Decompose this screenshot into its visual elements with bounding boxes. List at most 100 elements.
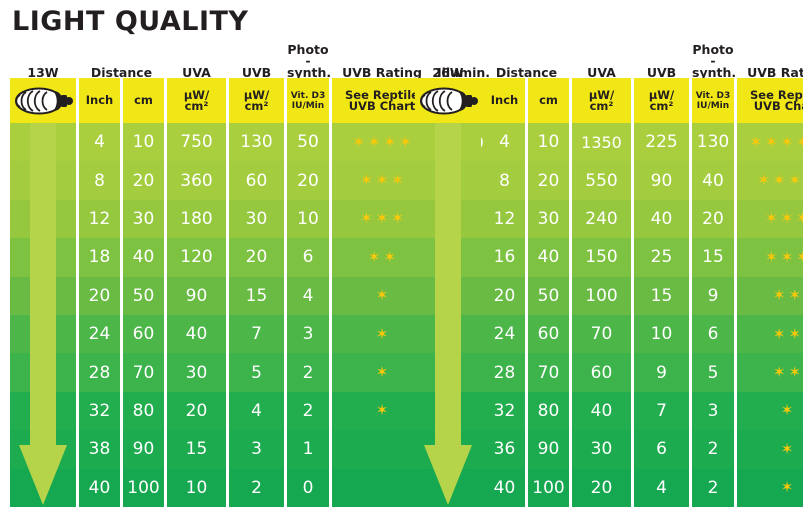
unit-line1: cm [134, 93, 153, 107]
column-uva: 1350 550 240 150 100 70 60 40 30 20 [572, 123, 631, 507]
table-cell-cm: 50 [123, 276, 164, 315]
header-uvb-rating: UVB Rating [737, 66, 803, 79]
unit-line1: µW/ [588, 87, 615, 102]
bulb-cell [415, 78, 481, 123]
header-line1: Photo [692, 41, 734, 57]
table-cell-uvb-rating: ✶✶✶✶✶ [737, 123, 803, 162]
table-cell-uvb: 2 [229, 468, 284, 507]
star-icon: ✶ [780, 247, 794, 266]
unit-line1: Inch [85, 93, 114, 107]
uvb-rating-stars: ✶ ✶ ✶ [360, 173, 404, 188]
column-inch: 4 8 12 18 20 24 28 32 38 40 [79, 123, 120, 507]
star-icon: ✶ [391, 171, 404, 190]
table-cell-uvb: 60 [229, 161, 284, 200]
table-cell-inch: 24 [484, 314, 525, 354]
header-wattage: 26W [415, 66, 481, 79]
star-icon: ✶ [375, 363, 389, 382]
header-line1: Distance [90, 64, 153, 80]
table-cell-cm: 60 [528, 314, 569, 354]
star-icon: ✶ [352, 132, 365, 151]
unit-line2: UVB Chart [348, 98, 416, 113]
table-cell-photosynth: 0 [287, 468, 329, 507]
unit-photosynth-units: Vit. D3 IU/Min [692, 78, 734, 123]
table-cell-uvb: 30 [229, 199, 284, 239]
uvb-rating-stars: ✶✶✶✶ [352, 132, 412, 151]
table-cell-uvb: 90 [634, 161, 689, 200]
table-cell-uvb: 9 [634, 353, 689, 392]
star-icon: ✶ [360, 171, 373, 190]
header-line1: UVB [241, 64, 272, 80]
table-cell-photosynth: 40 [692, 161, 734, 200]
star-icon: ✶ [788, 363, 802, 382]
header-wattage: 13W [10, 64, 76, 80]
star-icon: ✶ [772, 324, 786, 343]
star-icon: ✶ [399, 132, 412, 151]
table-cell-uvb-rating: ✶ [737, 430, 803, 469]
table-cell-uva: 30 [572, 430, 631, 469]
table-cell-inch: 38 [79, 430, 120, 469]
uvb-rating-stars: ✶ ✶ [772, 324, 801, 343]
header-line1: UVB Rating [342, 64, 422, 80]
star-icon: ✶ [796, 209, 803, 228]
column-inch: 4 8 12 16 20 24 28 32 36 40 [484, 123, 525, 507]
star-icon: ✶ [780, 439, 794, 458]
star-icon: ✶ [375, 171, 389, 190]
table-26w: 26W Distance UVA UVB Photo -synth. UVB Ra… [415, 43, 803, 507]
table-cell-inch: 28 [484, 353, 525, 392]
column-cm: 10 20 30 40 50 60 70 80 90 100 [528, 123, 569, 507]
header-units-row: Inch cm µW/ cm² µW/ cm² Vit. D3 IU/Min See Re… [10, 78, 492, 123]
uvb-rating-stars: ✶✶✶✶ [757, 173, 803, 188]
star-icon: ✶ [375, 286, 389, 305]
table-cell-cm: 70 [528, 353, 569, 392]
table-cell-inch: 8 [79, 161, 120, 200]
table-cell-cm: 40 [123, 238, 164, 277]
distance-gradient-arrow-column [415, 123, 481, 507]
uvb-rating-stars: ✶ [376, 326, 389, 342]
table-cell-photosynth: 20 [287, 161, 329, 200]
star-icon: ✶ [757, 171, 770, 190]
column-uvb-rating: ✶✶✶✶✶✶✶✶✶✶✶✶✶✶✶✶✶✶✶✶✶✶✶✶ [737, 123, 803, 507]
table-cell-cm: 50 [528, 276, 569, 315]
header-line1: UVA [182, 64, 211, 80]
star-icon: ✶ [749, 132, 763, 151]
header-top-row: 13W Distance UVA UVB Photo -synth. UVB Ra… [10, 43, 490, 80]
star-icon: ✶ [765, 209, 778, 228]
table-cell-photosynth: 3 [287, 314, 329, 354]
table-cell-photosynth: 130 [692, 123, 734, 162]
table-cell-uva: 40 [167, 314, 226, 354]
star-icon: ✶ [765, 132, 778, 151]
table-cell-cm: 40 [528, 238, 569, 277]
uvb-rating-stars: ✶ ✶ ✶ [360, 211, 404, 226]
uvb-rating-stars: ✶ [376, 403, 389, 418]
table-cell-uvb: 15 [229, 276, 284, 315]
table-cell-inch: 32 [79, 391, 120, 431]
table-body: 4 8 12 16 20 24 28 32 36 40 10 20 30 40 50 60 70 80 90 100 1… [415, 123, 803, 507]
star-icon: ✶ [780, 478, 794, 497]
star-icon: ✶ [367, 132, 381, 151]
table-cell-photosynth: 2 [692, 430, 734, 469]
page-title: LIGHT QUALITY [12, 6, 249, 37]
table-cell-uva: 750 [167, 123, 226, 162]
table-cell-uvb: 15 [634, 276, 689, 315]
star-icon: ✶ [780, 401, 794, 420]
header-line1: UVA [587, 64, 616, 80]
table-cell-inch: 40 [79, 468, 120, 507]
column-photosynth: 130 40 20 15 9 6 5 3 2 2 [692, 123, 734, 507]
uvb-rating-stars: ✶ [781, 480, 794, 495]
table-cell-cm: 70 [123, 353, 164, 392]
compact-fluorescent-bulb-icon [420, 87, 478, 114]
table-cell-uvb-rating: ✶ ✶ ✶ [737, 238, 803, 277]
table-cell-uvb: 6 [634, 430, 689, 469]
header-line1: 13W [27, 64, 59, 80]
column-cm: 10 20 30 40 50 60 70 80 90 100 [123, 123, 164, 507]
unit-line1: Inch [490, 93, 519, 107]
unit-inch: Inch [484, 78, 525, 123]
header-line1: Illumin. [436, 64, 491, 80]
star-icon: ✶ [796, 247, 803, 266]
uvb-rating-stars: ✶ ✶ [773, 288, 801, 303]
header-uva: UVA [572, 64, 631, 80]
column-uva: 750 360 180 120 90 40 30 20 15 10 [167, 123, 226, 507]
table-cell-cm: 90 [528, 430, 569, 469]
table-cell-photosynth: 2 [287, 353, 329, 392]
unit-uvb-units: µW/ cm² [229, 78, 284, 123]
